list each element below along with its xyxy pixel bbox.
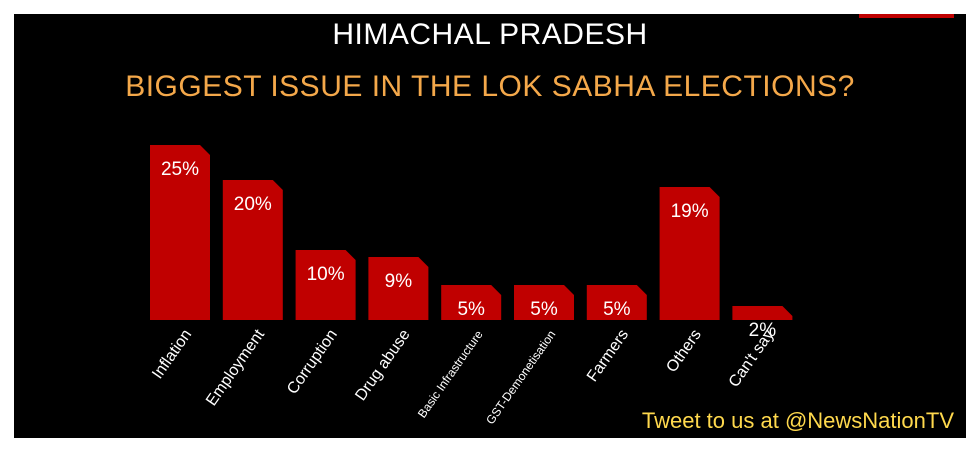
bar-chart: 25% Inflation 20% Employment 10% Corruption 9%… (149, 145, 793, 427)
page-title: HIMACHAL PRADESH (332, 18, 648, 51)
data-label: 25% (161, 159, 199, 180)
category-label: Farmers (584, 327, 632, 386)
bar-can-t-say (732, 306, 793, 320)
bar-inflation (150, 145, 210, 320)
data-label: 2% (749, 320, 777, 341)
bar-others (659, 187, 720, 320)
chart-subtitle: BIGGEST ISSUE IN THE LOK SABHA ELECTIONS… (125, 70, 855, 103)
bar-farmers (586, 285, 647, 320)
accent-line (859, 14, 954, 18)
bar-gst-demonetisation (514, 285, 574, 320)
data-label: 9% (385, 271, 413, 292)
data-label: 19% (671, 201, 709, 222)
data-label: 5% (530, 299, 558, 320)
category-label: Others (663, 327, 704, 376)
chart-frame: HIMACHAL PRADESH BIGGEST ISSUE IN THE LO… (14, 14, 966, 438)
bar-corruption (295, 250, 356, 320)
category-label: Corruption (284, 327, 341, 398)
category-label: GST-Demonetisation (483, 328, 558, 427)
data-label: 5% (603, 299, 631, 320)
category-label: Drug abuse (352, 326, 413, 404)
data-label: 20% (234, 194, 272, 215)
category-label: Basic Infrastructure (415, 327, 486, 420)
bar-basic-infrastructure (441, 285, 502, 320)
data-label: 5% (457, 299, 485, 320)
footer-tweet-text: Tweet to us at @NewsNationTV (641, 408, 954, 433)
data-label: 10% (307, 264, 345, 285)
bar-drug-abuse (368, 257, 429, 320)
category-label: Inflation (149, 327, 195, 383)
category-label: Employment (203, 326, 268, 409)
bar-employment (222, 180, 283, 320)
